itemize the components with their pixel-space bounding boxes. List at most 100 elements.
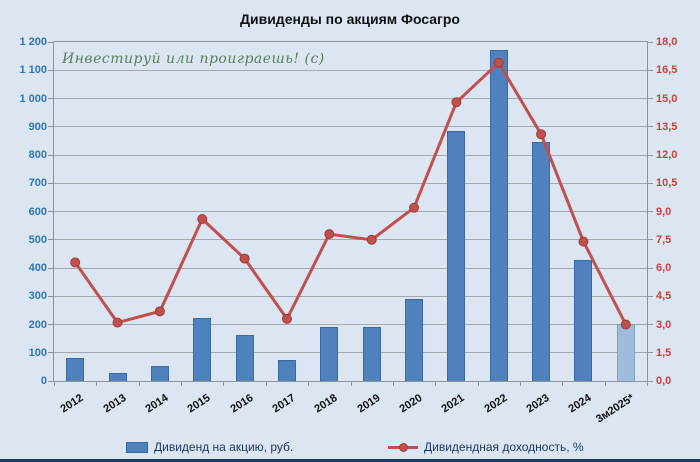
y-right-tick-label: 4,5 [656,290,672,303]
gridline [54,295,647,297]
y-left-tickmark [48,239,53,241]
y-left-tick-label: 700 [28,177,47,190]
y-right-tickmark [648,154,653,156]
y-left-tick-label: 200 [28,318,47,331]
y-left-tick-label: 300 [28,290,47,303]
x-tick-label-2017: 2017 [270,392,298,416]
yield-marker-2014 [154,306,165,317]
x-axis-tickmark [392,382,394,386]
y-left-tick-label: 600 [28,205,47,218]
x-axis-tickmark [54,382,55,386]
bar-2015 [193,318,212,381]
gridline [54,267,647,269]
y-right-tickmark [648,98,653,99]
bar-2020 [405,299,424,381]
y-right-tick-label: 10,5 [656,177,678,190]
y-right-tick-label: 7,5 [656,233,672,246]
y-right-tickmark [648,41,653,43]
gridline [54,239,647,241]
yield-marker-2018 [324,229,335,240]
y-left-tick-label: 400 [28,262,47,274]
y-left-tickmark [48,352,53,354]
x-tick-label-2014: 2014 [143,392,171,416]
y-right-tickmark [648,295,653,297]
legend-line-marker-icon [399,442,408,452]
x-axis-tickmark [138,382,140,386]
y-left-tickmark [48,126,53,128]
x-axis-tickmark [223,382,225,386]
bar-2014 [150,366,169,381]
y-left-tick-label: 100 [28,346,47,359]
x-tick-label-3м2025*: 3м2025* [593,392,637,426]
bar-2016 [235,335,254,381]
gridline [54,352,647,354]
x-tick-label-2015: 2015 [185,392,213,416]
bar-2022 [489,49,508,381]
x-axis-tickmark [477,382,479,386]
yield-marker-2017 [281,313,292,324]
gridline [54,324,647,325]
x-axis-tickmark [435,382,437,386]
y-right-tick-label: 6,0 [656,262,672,274]
x-tick-label-2013: 2013 [100,392,129,416]
x-axis-tickmark [96,382,98,386]
y-right-tickmark [648,267,653,269]
legend-bar-swatch-icon [126,441,148,453]
y-left-tickmark [48,211,53,212]
x-tick-label-2020: 2020 [397,392,425,416]
y-right-tickmark [648,352,653,354]
gridline [54,126,647,128]
legend-line-label: Дивидендная доходность, % [424,440,584,454]
bar-2021 [447,131,466,381]
x-tick-label-2018: 2018 [312,392,340,416]
y-right-tick-label: 18,0 [656,36,678,48]
gridline [54,182,647,184]
y-right-tickmark [648,239,653,241]
gridline [54,211,647,212]
y-left-tickmark [48,267,53,269]
y-left-tickmark [48,69,53,71]
yield-marker-2021 [451,97,462,108]
y-right-tickmark [648,380,653,382]
bar-2012 [66,358,85,381]
y-right-tickmark [648,69,653,71]
y-left-tick-label: 900 [28,120,47,133]
x-tick-label-2024: 2024 [566,392,594,416]
bar-3м2025* [616,324,635,381]
y-left-tickmark [48,98,53,99]
y-right-tickmark [648,182,653,184]
y-right-tick-label: 15,0 [656,92,678,105]
x-tick-label-2016: 2016 [228,392,256,416]
y-left-tick-label: 1 200 [19,36,47,48]
y-left-tickmark [48,295,53,297]
y-right-tickmark [648,126,653,128]
legend-bar-label: Дивиденд на акцию, руб. [154,440,294,454]
y-left-tickmark [48,380,53,382]
x-axis-tickmark [562,382,564,386]
legend-item-dividend: Дивиденд на акцию, руб. [126,440,293,454]
x-axis-tickmark [181,382,183,386]
x-tick-label-2023: 2023 [524,392,552,416]
yield-marker-2023 [536,129,547,140]
y-left-tickmark [48,182,53,184]
legend-line-swatch-icon [388,442,418,452]
gridline [54,69,647,71]
y-left-tickmark [48,324,53,325]
plot-area [53,41,648,382]
x-tick-label-2022: 2022 [482,392,510,416]
y-right-tickmark [648,324,653,325]
bar-2017 [277,360,296,381]
x-tick-label-2019: 2019 [355,392,383,416]
yield-marker-2015 [197,214,208,225]
x-axis-tickmark [308,382,310,386]
gridline [54,154,647,156]
y-left-tick-label: 800 [28,149,47,161]
bar-2013 [108,372,127,381]
y-right-tick-label: 16,5 [656,64,678,77]
x-axis-tickmark [265,382,267,386]
bar-2024 [574,260,593,381]
x-axis-tickmark [350,382,352,386]
y-left-tick-label: 1 100 [19,64,47,77]
x-tick-label-2021: 2021 [439,392,467,416]
